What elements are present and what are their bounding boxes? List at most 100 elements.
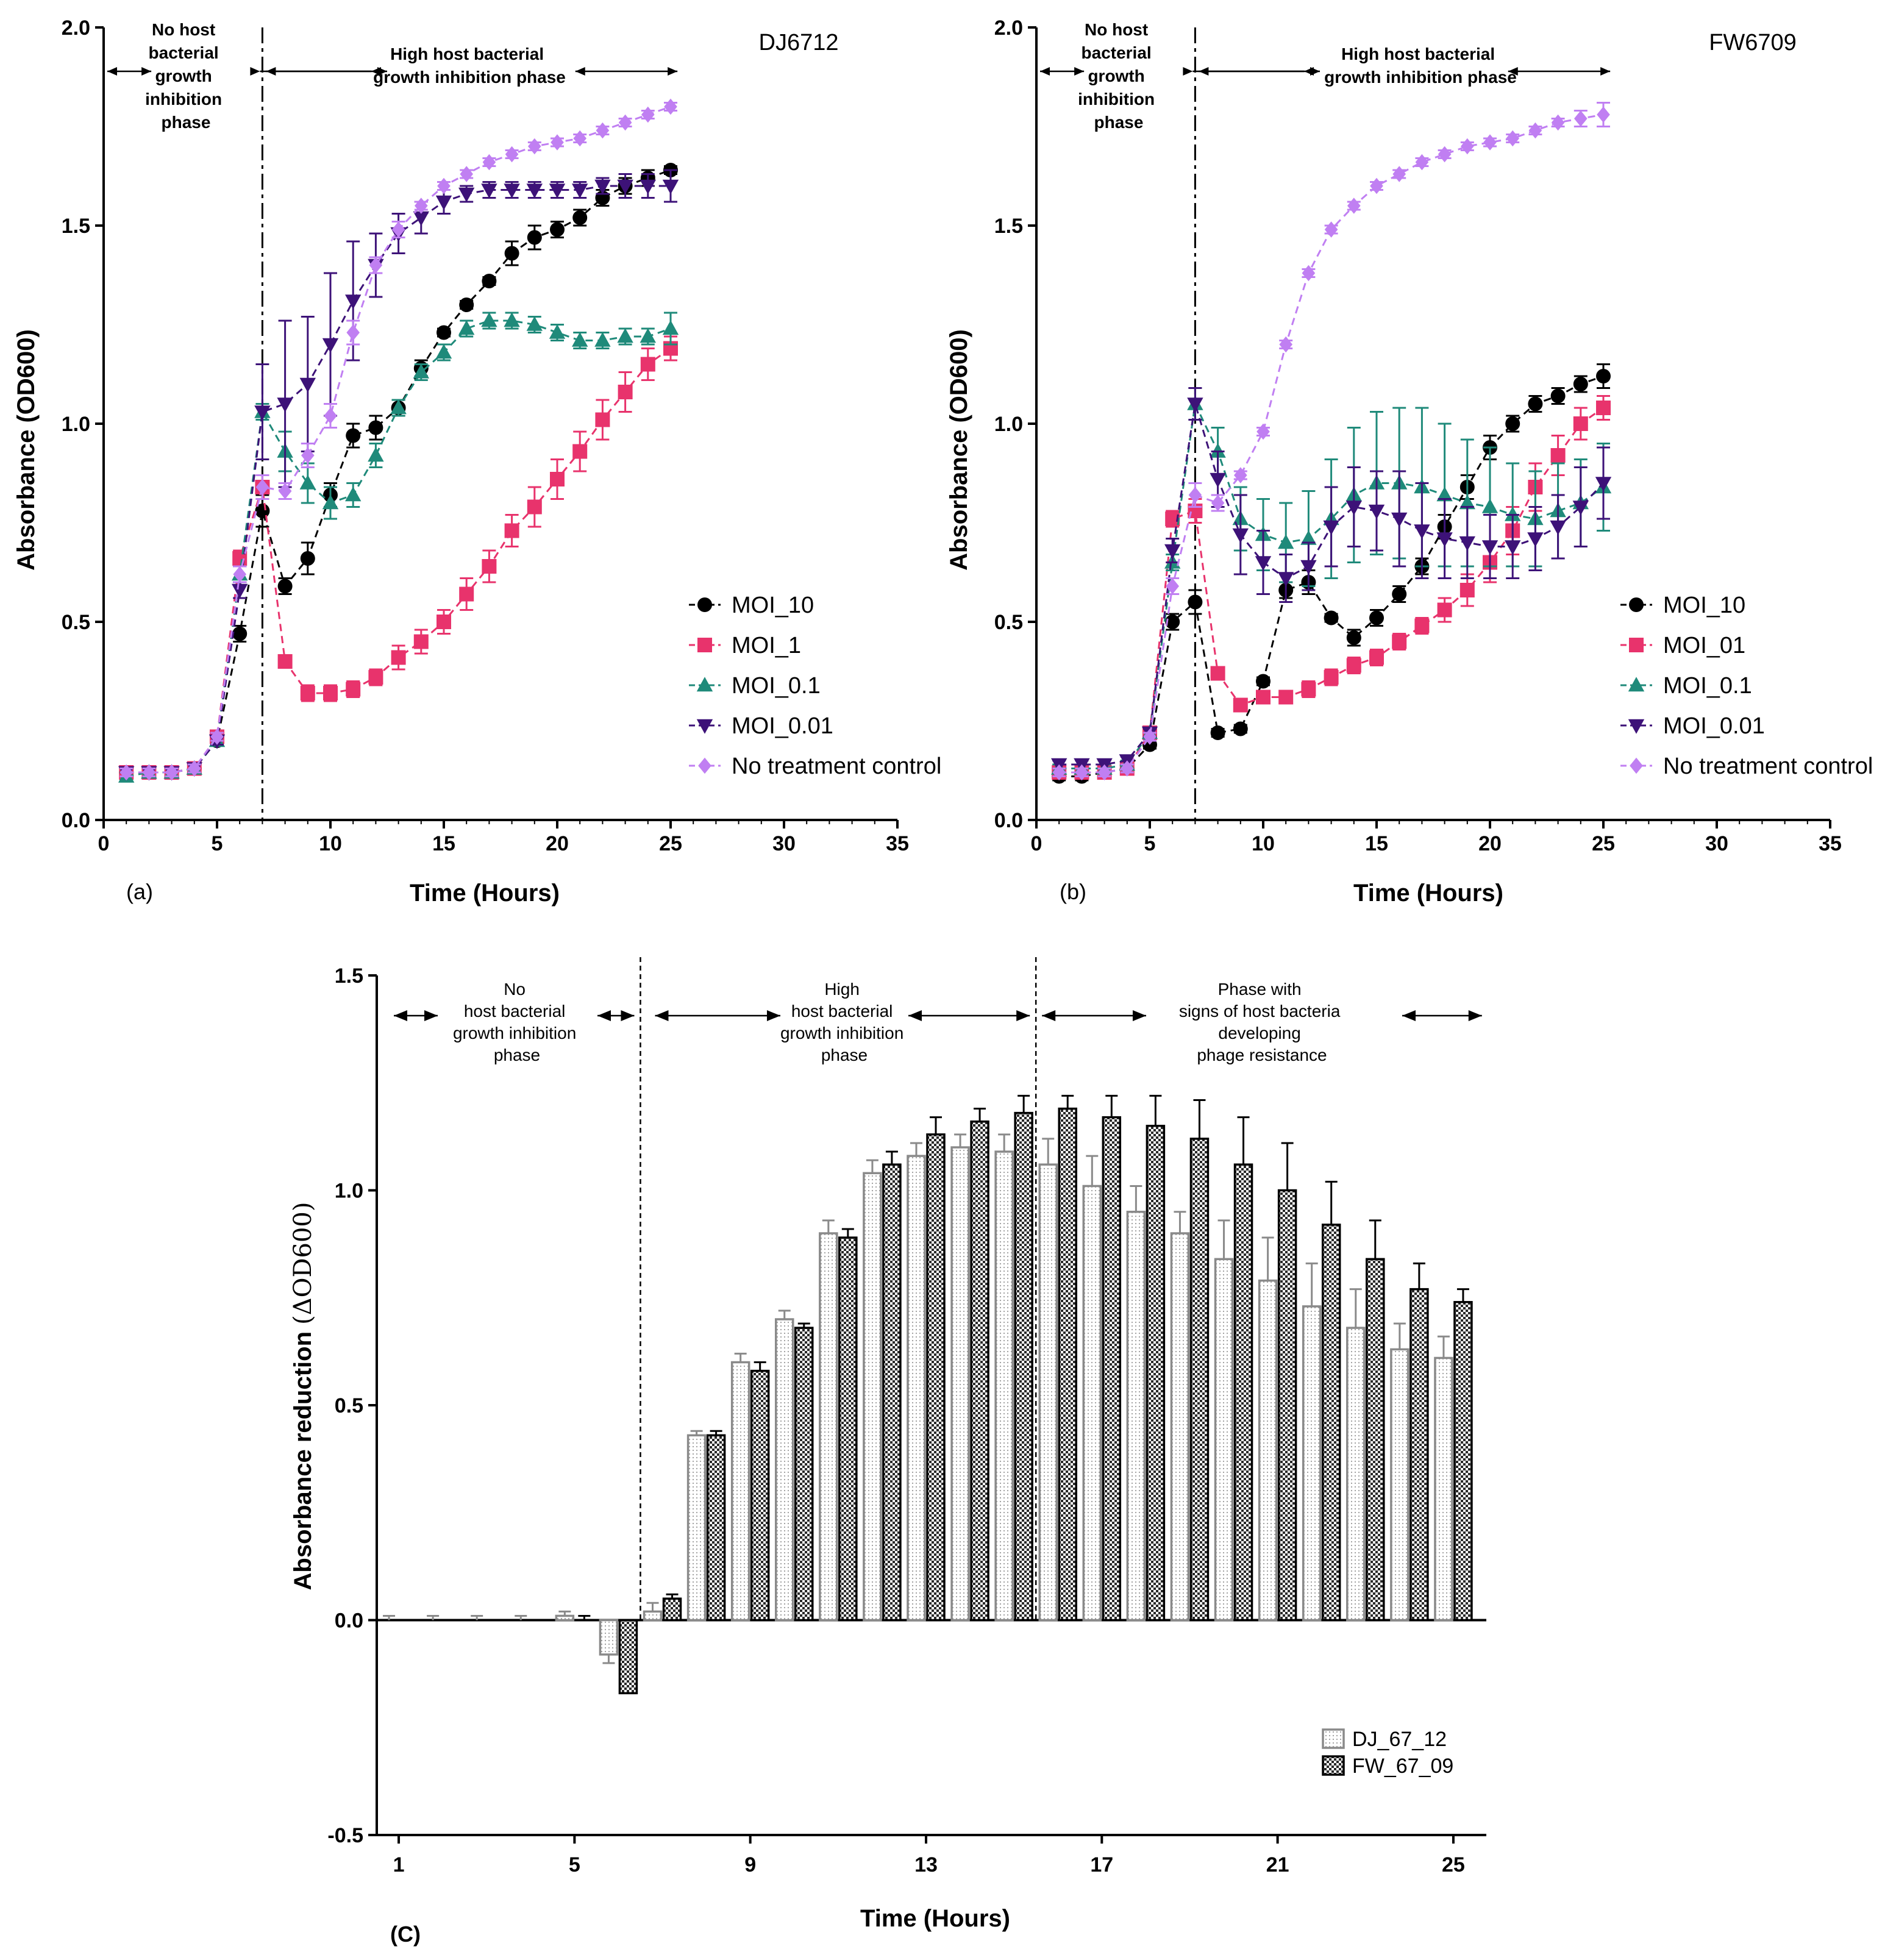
data-point (254, 405, 271, 421)
data-point (527, 230, 542, 245)
data-point (527, 499, 542, 515)
data-point (1369, 610, 1384, 625)
data-point (277, 579, 293, 594)
panel-a-legend: MOI_10 MOI_1 MOI_0.1 MOI_0.01 No treatment c… (689, 593, 941, 779)
x-tick-label: 21 (1266, 1853, 1289, 1876)
bar (1321, 1224, 1341, 1622)
bar (794, 1327, 814, 1622)
phase1-arrow-left-head-left (107, 67, 117, 76)
data-point (390, 399, 407, 415)
data-point (1143, 729, 1156, 745)
data-point (322, 338, 339, 353)
y-tick-label: 1.5 (62, 215, 90, 238)
data-point (594, 332, 611, 347)
data-point (1528, 396, 1543, 412)
panel-c-legend: DJ_67_12 FW_67_09 (1322, 1728, 1453, 1778)
data-point (1415, 154, 1429, 171)
data-point (322, 494, 339, 510)
data-point (1481, 540, 1499, 555)
panel-b-tag: (b) (1060, 879, 1086, 904)
data-point (594, 179, 611, 194)
series-line (126, 185, 671, 774)
bar (1038, 1163, 1058, 1622)
data-point (1527, 532, 1544, 547)
data-point (278, 483, 292, 499)
y-tick-label: 2.0 (62, 16, 90, 40)
bar (970, 1120, 989, 1622)
data-point (1121, 760, 1134, 777)
x-tick-label: 0 (1031, 832, 1042, 855)
bar (950, 1146, 970, 1622)
panel-a-axes: 0 5 10 15 20 25 30 35 0.0 0.5 1.0 1.5 2.0 (62, 16, 909, 855)
panel-c-tag: (C) (390, 1922, 421, 1947)
bar (1258, 1279, 1278, 1622)
data-point (1097, 764, 1111, 781)
data-point (1256, 690, 1271, 705)
data-point (596, 122, 610, 139)
data-point (1256, 674, 1271, 689)
y-tick-label: 0.0 (994, 809, 1023, 832)
x-tick-label: 5 (1144, 832, 1156, 855)
phase2-arrow-right-head-right (1016, 1010, 1030, 1021)
y-tick-label: 1.0 (994, 413, 1023, 436)
data-point (1256, 423, 1270, 440)
data-point (437, 177, 451, 194)
data-point (572, 184, 588, 199)
data-point (1392, 166, 1406, 182)
data-point (232, 626, 248, 641)
phase2-arrow-left-head-right (1310, 67, 1320, 76)
legend-label: MOI_1 (732, 633, 801, 658)
data-point (346, 428, 361, 443)
x-tick-label: 25 (1442, 1853, 1465, 1876)
data-point (233, 566, 246, 583)
series-no-treatment-control (1052, 102, 1610, 781)
data-point (1550, 520, 1566, 535)
data-point (1368, 504, 1385, 519)
data-point (550, 222, 565, 237)
data-point (1052, 764, 1066, 781)
data-point (1232, 528, 1249, 543)
data-point (1573, 377, 1588, 391)
data-point (1481, 498, 1499, 513)
y-tick-label: 1.0 (335, 1180, 363, 1203)
bar (1366, 1258, 1385, 1622)
phase2-arrow-left-head-left (655, 1010, 669, 1021)
data-point (1391, 512, 1408, 527)
panel-c-phase3-label: Phase with signs of host bacteria develo… (1179, 980, 1345, 1064)
x-tick-label: 25 (1592, 832, 1615, 855)
data-point (458, 187, 475, 202)
y-tick-label: 0.5 (335, 1394, 363, 1417)
bar (730, 1361, 750, 1622)
phase1-arrow-right-head-right (250, 67, 260, 76)
data-point (1505, 540, 1521, 555)
legend-label: MOI_0.1 (1663, 673, 1752, 699)
phase1-arrow-right-head-left (597, 1010, 611, 1021)
phase1-arrow-left-head-right (141, 67, 152, 76)
panel-a-xlabel: Time (Hours) (410, 880, 560, 907)
bar (1189, 1138, 1210, 1622)
data-point (572, 444, 588, 459)
bar (618, 1619, 638, 1695)
bar (686, 1434, 707, 1622)
bar (994, 1150, 1014, 1622)
data-point (301, 447, 315, 464)
panel-c-ylabel: Absorbance reduction (ΔOD600) (289, 1202, 317, 1591)
data-point (437, 615, 451, 629)
data-point (299, 474, 316, 490)
bar (555, 1614, 575, 1622)
series-line (126, 169, 671, 774)
data-point (550, 472, 565, 486)
y-tick-label: -0.5 (327, 1824, 363, 1847)
bar (1082, 1185, 1102, 1622)
data-point (1210, 443, 1226, 458)
data-point (1572, 501, 1589, 516)
data-point (1210, 666, 1225, 681)
y-tick-label: 0.0 (62, 809, 90, 832)
phase2-arrow-left-head-left (1199, 67, 1209, 76)
data-point (1459, 494, 1475, 510)
bar (662, 1597, 682, 1622)
panel-b-legend: MOI_10 MOI_01 MOI_0.1 MOI_0.01 No treatment … (1620, 593, 1873, 779)
data-point (345, 294, 362, 310)
data-point (640, 179, 656, 194)
